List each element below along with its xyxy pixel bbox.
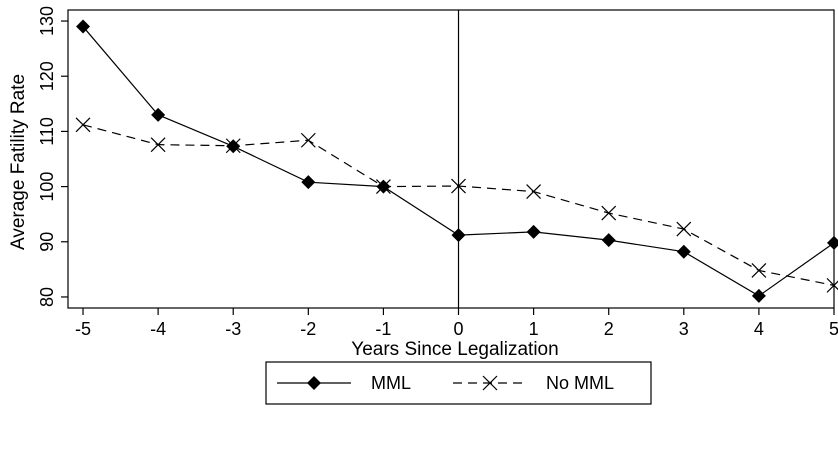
- y-tick-label: 90: [37, 232, 57, 252]
- chart-axes: [61, 9, 835, 315]
- plot-frame: [67, 9, 835, 309]
- y-tick-label: 130: [37, 6, 57, 36]
- x-tick-label: -2: [300, 319, 316, 339]
- y-tick-label: 100: [37, 172, 57, 202]
- tick-labels: -5 -4 -3 -2 -1 0 1 2 3 4 5 80 90 100 110 120 130: [37, 6, 838, 339]
- legend-marker-mml: [307, 376, 321, 390]
- data-point: [601, 233, 616, 248]
- data-point: [827, 235, 838, 250]
- data-point: [300, 132, 316, 148]
- data-point: [826, 277, 838, 293]
- y-tick-label: 120: [37, 61, 57, 91]
- data-point: [676, 244, 691, 259]
- x-tick-label: 5: [829, 319, 838, 339]
- x-marker-stroke: [225, 138, 241, 154]
- legend-marker-no-mml: [482, 375, 498, 391]
- x-marker-stroke: [150, 137, 166, 153]
- data-point: [301, 175, 316, 190]
- data-point: [751, 288, 766, 303]
- x-marker-stroke: [751, 263, 767, 278]
- legend: MML No MML: [265, 361, 652, 405]
- x-marker-stroke: [300, 132, 316, 148]
- y-axis-label: Average Fatility Rate: [8, 74, 29, 250]
- data-point: [225, 138, 241, 154]
- x-tick-label: 4: [754, 319, 764, 339]
- y-tick-label: 110: [37, 117, 57, 146]
- data-point: [375, 179, 391, 195]
- x-tick-label: -1: [375, 319, 391, 339]
- data-point: [76, 19, 91, 34]
- data-point: [151, 107, 166, 122]
- data-point: [601, 205, 617, 221]
- x-marker-stroke: [375, 179, 391, 195]
- data-point: [526, 224, 541, 239]
- x-marker-stroke: [451, 178, 466, 194]
- data-point: [75, 117, 91, 133]
- data-point: [451, 178, 466, 194]
- legend-label-no-mml: No MML: [546, 373, 614, 393]
- legend-label-mml: MML: [371, 373, 411, 393]
- x-tick-label: -3: [225, 319, 241, 339]
- x-tick-label: 3: [679, 319, 689, 339]
- x-marker-stroke: [482, 375, 498, 391]
- x-marker-stroke: [526, 184, 542, 199]
- x-tick-label: -5: [75, 319, 91, 339]
- data-point: [526, 184, 542, 199]
- x-marker-stroke: [826, 280, 838, 293]
- x-tick-label: 0: [454, 319, 464, 339]
- data-point: [676, 221, 692, 237]
- x-axis-label: Years Since Legalization: [351, 339, 558, 360]
- x-marker-stroke: [75, 117, 91, 133]
- x-tick-label: 2: [604, 319, 614, 339]
- data-point: [150, 137, 166, 153]
- data-point: [751, 263, 767, 278]
- x-tick-label: -4: [150, 319, 166, 339]
- series-group: [75, 19, 838, 303]
- x-tick-label: 1: [529, 319, 539, 339]
- x-marker-stroke: [601, 205, 617, 221]
- x-marker-stroke: [676, 221, 692, 237]
- y-tick-label: 80: [37, 287, 57, 307]
- data-point: [451, 228, 466, 243]
